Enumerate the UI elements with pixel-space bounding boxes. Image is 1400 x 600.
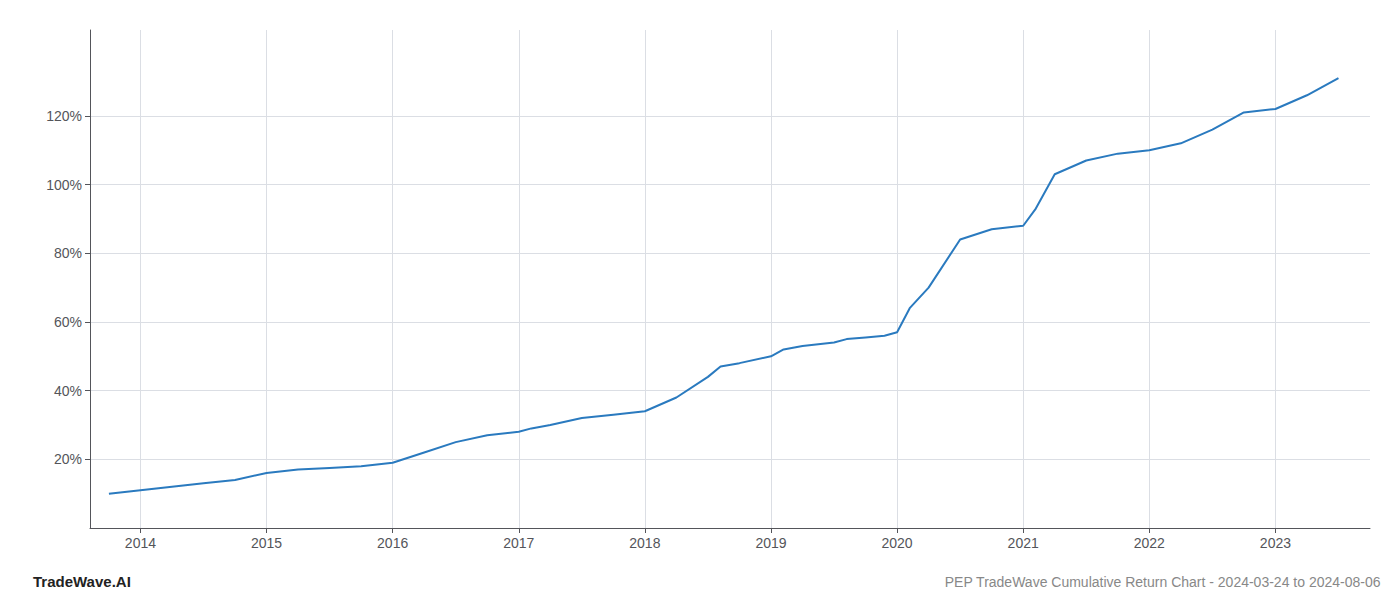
svg-text:2019: 2019 bbox=[755, 535, 786, 551]
svg-text:40%: 40% bbox=[54, 383, 82, 399]
svg-text:2016: 2016 bbox=[377, 535, 408, 551]
svg-text:2023: 2023 bbox=[1260, 535, 1291, 551]
svg-text:2018: 2018 bbox=[629, 535, 660, 551]
svg-text:TradeWave.AI: TradeWave.AI bbox=[33, 573, 131, 590]
svg-text:2017: 2017 bbox=[503, 535, 534, 551]
svg-text:100%: 100% bbox=[46, 177, 82, 193]
svg-text:60%: 60% bbox=[54, 314, 82, 330]
svg-text:2022: 2022 bbox=[1134, 535, 1165, 551]
svg-text:2020: 2020 bbox=[882, 535, 913, 551]
svg-text:PEP TradeWave Cumulative Retur: PEP TradeWave Cumulative Return Chart - … bbox=[945, 574, 1381, 590]
svg-text:120%: 120% bbox=[46, 108, 82, 124]
svg-text:2014: 2014 bbox=[125, 535, 156, 551]
svg-text:2015: 2015 bbox=[251, 535, 282, 551]
svg-text:80%: 80% bbox=[54, 245, 82, 261]
svg-text:20%: 20% bbox=[54, 451, 82, 467]
svg-text:2021: 2021 bbox=[1008, 535, 1039, 551]
